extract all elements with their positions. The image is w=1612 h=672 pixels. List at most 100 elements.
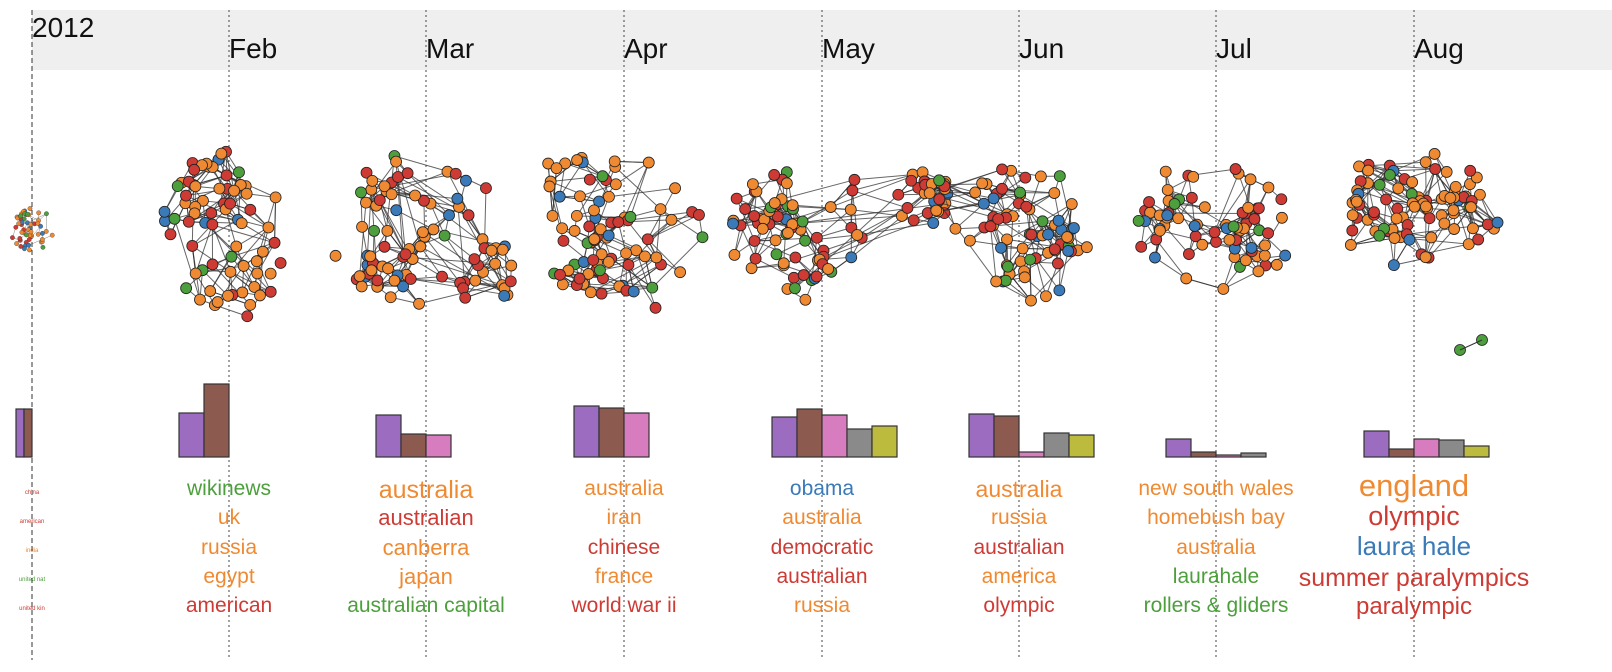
graph-node [1052, 214, 1065, 227]
graph-node [235, 217, 248, 230]
graph-node [1210, 236, 1222, 248]
graph-node [976, 177, 989, 190]
graph-node [14, 241, 19, 246]
keyword-feb-4: egypt [203, 565, 255, 588]
graph-node [427, 223, 440, 236]
graph-node [577, 256, 590, 268]
keyword-aug-4: summer paralympics [1298, 564, 1530, 592]
keyword-mar-4: japan [399, 564, 453, 589]
graph-node [504, 275, 517, 288]
graph-node [1438, 217, 1451, 230]
graph-node [220, 169, 233, 182]
graph-node [810, 270, 823, 283]
bar-olive [1463, 445, 1490, 458]
graph-node [609, 178, 622, 191]
month-label-apr: Apr [624, 33, 668, 64]
graph-node [228, 184, 240, 197]
bar-group-apr [573, 405, 650, 458]
graph-node [254, 289, 266, 302]
keyword-jul-4: laurahale [1172, 565, 1260, 588]
graph-node [10, 235, 15, 240]
graph-node [1053, 170, 1066, 182]
graph-node [237, 260, 250, 272]
graph-node [1068, 222, 1080, 234]
graph-node [654, 203, 667, 216]
network-graph-aug [1344, 148, 1504, 272]
network-graph-2012 [10, 206, 55, 253]
keyword-jun-5: olympic [983, 594, 1055, 617]
graph-node [748, 210, 761, 222]
bar-pink [821, 414, 848, 458]
graph-node [189, 180, 202, 193]
graph-node [595, 248, 608, 261]
graph-node [16, 221, 21, 227]
graph-node [38, 223, 43, 229]
graph-node [1135, 240, 1148, 253]
graph-node [799, 293, 812, 306]
graph-node [360, 196, 372, 209]
graph-node [480, 182, 492, 195]
month-label-may: May [822, 33, 875, 64]
graph-node [180, 189, 192, 202]
graph-node [789, 251, 802, 264]
graph-node [797, 269, 810, 281]
graph-node [1392, 182, 1405, 195]
network-graph-mar [329, 150, 518, 310]
bar-pink [623, 412, 650, 458]
bar-brown [1388, 448, 1415, 458]
graph-node [639, 250, 651, 263]
graph-node [848, 173, 861, 186]
graph-node [1419, 251, 1432, 264]
graph-node [1380, 193, 1392, 206]
graph-node [1242, 201, 1255, 214]
network-graph-jul [1132, 163, 1292, 295]
graph-node [416, 226, 429, 239]
bar-gray [1043, 432, 1070, 458]
graph-node [1024, 253, 1037, 266]
network-graph-jun [918, 163, 1093, 307]
graph-node [213, 182, 226, 195]
network-graph-may [727, 166, 954, 306]
month-label-mar: Mar [426, 33, 475, 64]
graph-node [36, 210, 42, 216]
graph-node [1262, 227, 1274, 240]
graph-node [907, 214, 920, 227]
graph-node [594, 264, 606, 277]
bar-purple [178, 412, 205, 458]
graph-node [927, 217, 940, 229]
graph-node [19, 230, 25, 235]
bar-group-jul [1165, 438, 1267, 458]
graph-node [1187, 170, 1200, 183]
graph-node [595, 287, 608, 300]
graph-node [557, 234, 570, 247]
graph-node [158, 205, 171, 218]
keyword-2012-1: china [24, 490, 40, 496]
bar-group-jun [968, 413, 1095, 458]
graph-node [996, 163, 1008, 176]
graph-node [451, 192, 464, 205]
keyword-feb-5: american [185, 594, 273, 617]
graph-node [789, 282, 801, 295]
graph-node [384, 291, 397, 304]
graph-node [1061, 231, 1074, 243]
graph-node [13, 224, 19, 230]
bar-group-mar [375, 414, 452, 458]
graph-node [43, 229, 49, 234]
graph-node [1373, 178, 1386, 191]
graph-node [1344, 239, 1357, 251]
graph-node [397, 280, 409, 293]
bar-group-2012 [15, 408, 33, 458]
bar-olive [871, 425, 898, 458]
graph-node [1014, 255, 1027, 268]
keyword-mar-1: australia [378, 476, 474, 504]
graph-node [409, 189, 421, 202]
keyword-apr-1: australia [584, 477, 664, 500]
graph-node [1025, 294, 1037, 307]
bar-purple [573, 405, 600, 458]
keyword-may-3: democratic [770, 536, 874, 559]
graph-node [1465, 201, 1477, 214]
graph-node [449, 167, 462, 180]
graph-node [373, 194, 386, 206]
graph-node [1048, 187, 1061, 199]
graph-node [1048, 243, 1061, 256]
